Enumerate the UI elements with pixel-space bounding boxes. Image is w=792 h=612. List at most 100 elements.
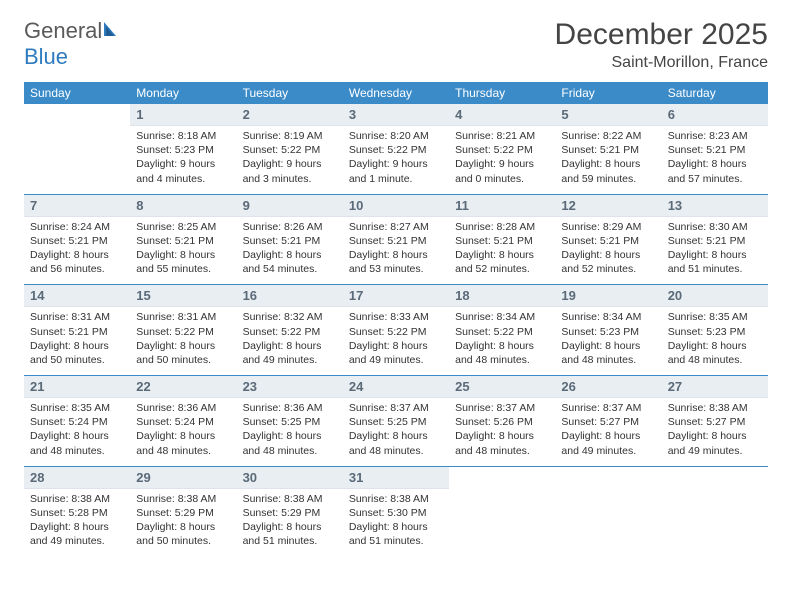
day-cell: . [555,467,661,557]
daylight-text: Daylight: 8 hours and 48 minutes. [136,429,230,457]
sunset-text: Sunset: 5:22 PM [455,143,549,157]
location: Saint-Morillon, France [555,54,768,72]
day-label: Thursday [449,82,555,104]
day-cell: 18Sunrise: 8:34 AMSunset: 5:22 PMDayligh… [449,285,555,375]
day-details: Sunrise: 8:36 AMSunset: 5:24 PMDaylight:… [130,398,236,466]
day-cell: 3Sunrise: 8:20 AMSunset: 5:22 PMDaylight… [343,104,449,194]
day-details: Sunrise: 8:38 AMSunset: 5:29 PMDaylight:… [130,489,236,557]
day-number: 26 [555,376,661,398]
daylight-text: Daylight: 8 hours and 50 minutes. [30,339,124,367]
day-number: 17 [343,285,449,307]
daylight-text: Daylight: 8 hours and 50 minutes. [136,339,230,367]
sunset-text: Sunset: 5:25 PM [243,415,337,429]
sunset-text: Sunset: 5:21 PM [30,234,124,248]
day-number: 8 [130,195,236,217]
sunrise-text: Sunrise: 8:35 AM [30,401,124,415]
brand-part1: General [24,18,102,43]
day-number: 22 [130,376,236,398]
week-row: 21Sunrise: 8:35 AMSunset: 5:24 PMDayligh… [24,376,768,466]
daylight-text: Daylight: 9 hours and 0 minutes. [455,157,549,185]
day-cell: 15Sunrise: 8:31 AMSunset: 5:22 PMDayligh… [130,285,236,375]
day-details: Sunrise: 8:35 AMSunset: 5:24 PMDaylight:… [24,398,130,466]
day-details: Sunrise: 8:24 AMSunset: 5:21 PMDaylight:… [24,217,130,285]
day-cell: . [24,104,130,194]
sunrise-text: Sunrise: 8:38 AM [243,492,337,506]
day-cell: 9Sunrise: 8:26 AMSunset: 5:21 PMDaylight… [237,195,343,285]
daylight-text: Daylight: 8 hours and 48 minutes. [455,429,549,457]
daylight-text: Daylight: 8 hours and 49 minutes. [668,429,762,457]
day-details: Sunrise: 8:27 AMSunset: 5:21 PMDaylight:… [343,217,449,285]
sunset-text: Sunset: 5:21 PM [30,325,124,339]
day-cell: . [662,467,768,557]
daylight-text: Daylight: 8 hours and 51 minutes. [668,248,762,276]
day-cell: 28Sunrise: 8:38 AMSunset: 5:28 PMDayligh… [24,467,130,557]
daylight-text: Daylight: 8 hours and 53 minutes. [349,248,443,276]
sunset-text: Sunset: 5:22 PM [349,325,443,339]
day-cell: 16Sunrise: 8:32 AMSunset: 5:22 PMDayligh… [237,285,343,375]
brand-sail-icon [102,18,122,44]
day-cell: 31Sunrise: 8:38 AMSunset: 5:30 PMDayligh… [343,467,449,557]
sunset-text: Sunset: 5:27 PM [561,415,655,429]
sunset-text: Sunset: 5:21 PM [668,143,762,157]
sunset-text: Sunset: 5:22 PM [349,143,443,157]
day-cell: 17Sunrise: 8:33 AMSunset: 5:22 PMDayligh… [343,285,449,375]
sunrise-text: Sunrise: 8:26 AM [243,220,337,234]
day-number: 31 [343,467,449,489]
day-number: 29 [130,467,236,489]
day-cell: 22Sunrise: 8:36 AMSunset: 5:24 PMDayligh… [130,376,236,466]
page-header: GeneralBlue December 2025 Saint-Morillon… [24,18,768,72]
day-cell: 6Sunrise: 8:23 AMSunset: 5:21 PMDaylight… [662,104,768,194]
sunrise-text: Sunrise: 8:25 AM [136,220,230,234]
day-number: 30 [237,467,343,489]
day-cell: 21Sunrise: 8:35 AMSunset: 5:24 PMDayligh… [24,376,130,466]
sunrise-text: Sunrise: 8:33 AM [349,310,443,324]
daylight-text: Daylight: 8 hours and 48 minutes. [561,339,655,367]
sunset-text: Sunset: 5:21 PM [243,234,337,248]
sunset-text: Sunset: 5:22 PM [455,325,549,339]
day-number: 21 [24,376,130,398]
day-details: Sunrise: 8:22 AMSunset: 5:21 PMDaylight:… [555,126,661,194]
day-cell: 20Sunrise: 8:35 AMSunset: 5:23 PMDayligh… [662,285,768,375]
day-details: Sunrise: 8:36 AMSunset: 5:25 PMDaylight:… [237,398,343,466]
week-row: 28Sunrise: 8:38 AMSunset: 5:28 PMDayligh… [24,467,768,557]
day-cell: 13Sunrise: 8:30 AMSunset: 5:21 PMDayligh… [662,195,768,285]
brand-text: GeneralBlue [24,18,122,70]
day-number: 6 [662,104,768,126]
day-cell: 5Sunrise: 8:22 AMSunset: 5:21 PMDaylight… [555,104,661,194]
month-title: December 2025 [555,18,768,52]
sunrise-text: Sunrise: 8:24 AM [30,220,124,234]
day-number: 24 [343,376,449,398]
sunrise-text: Sunrise: 8:28 AM [455,220,549,234]
day-details: Sunrise: 8:38 AMSunset: 5:30 PMDaylight:… [343,489,449,557]
day-cell: 10Sunrise: 8:27 AMSunset: 5:21 PMDayligh… [343,195,449,285]
sunset-text: Sunset: 5:22 PM [243,325,337,339]
sunrise-text: Sunrise: 8:19 AM [243,129,337,143]
sunrise-text: Sunrise: 8:30 AM [668,220,762,234]
sunrise-text: Sunrise: 8:34 AM [561,310,655,324]
sunset-text: Sunset: 5:22 PM [243,143,337,157]
day-details: Sunrise: 8:38 AMSunset: 5:27 PMDaylight:… [662,398,768,466]
day-number: 19 [555,285,661,307]
day-number: 11 [449,195,555,217]
week-row: .1Sunrise: 8:18 AMSunset: 5:23 PMDayligh… [24,104,768,194]
day-details: Sunrise: 8:37 AMSunset: 5:25 PMDaylight:… [343,398,449,466]
day-cell: . [449,467,555,557]
daylight-text: Daylight: 8 hours and 55 minutes. [136,248,230,276]
day-cell: 29Sunrise: 8:38 AMSunset: 5:29 PMDayligh… [130,467,236,557]
sunrise-text: Sunrise: 8:35 AM [668,310,762,324]
sunrise-text: Sunrise: 8:37 AM [349,401,443,415]
day-number: 23 [237,376,343,398]
day-cell: 1Sunrise: 8:18 AMSunset: 5:23 PMDaylight… [130,104,236,194]
sunset-text: Sunset: 5:26 PM [455,415,549,429]
day-details: Sunrise: 8:20 AMSunset: 5:22 PMDaylight:… [343,126,449,194]
daylight-text: Daylight: 8 hours and 51 minutes. [243,520,337,548]
sunset-text: Sunset: 5:30 PM [349,506,443,520]
sunset-text: Sunset: 5:23 PM [668,325,762,339]
daylight-text: Daylight: 8 hours and 52 minutes. [561,248,655,276]
day-cell: 24Sunrise: 8:37 AMSunset: 5:25 PMDayligh… [343,376,449,466]
day-cell: 25Sunrise: 8:37 AMSunset: 5:26 PMDayligh… [449,376,555,466]
sunrise-text: Sunrise: 8:37 AM [561,401,655,415]
day-details: Sunrise: 8:33 AMSunset: 5:22 PMDaylight:… [343,307,449,375]
day-number: 5 [555,104,661,126]
day-cell: 7Sunrise: 8:24 AMSunset: 5:21 PMDaylight… [24,195,130,285]
